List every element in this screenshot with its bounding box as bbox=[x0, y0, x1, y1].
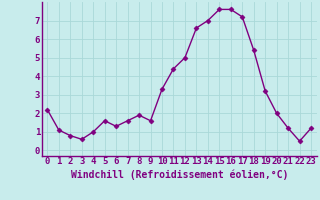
X-axis label: Windchill (Refroidissement éolien,°C): Windchill (Refroidissement éolien,°C) bbox=[70, 169, 288, 180]
